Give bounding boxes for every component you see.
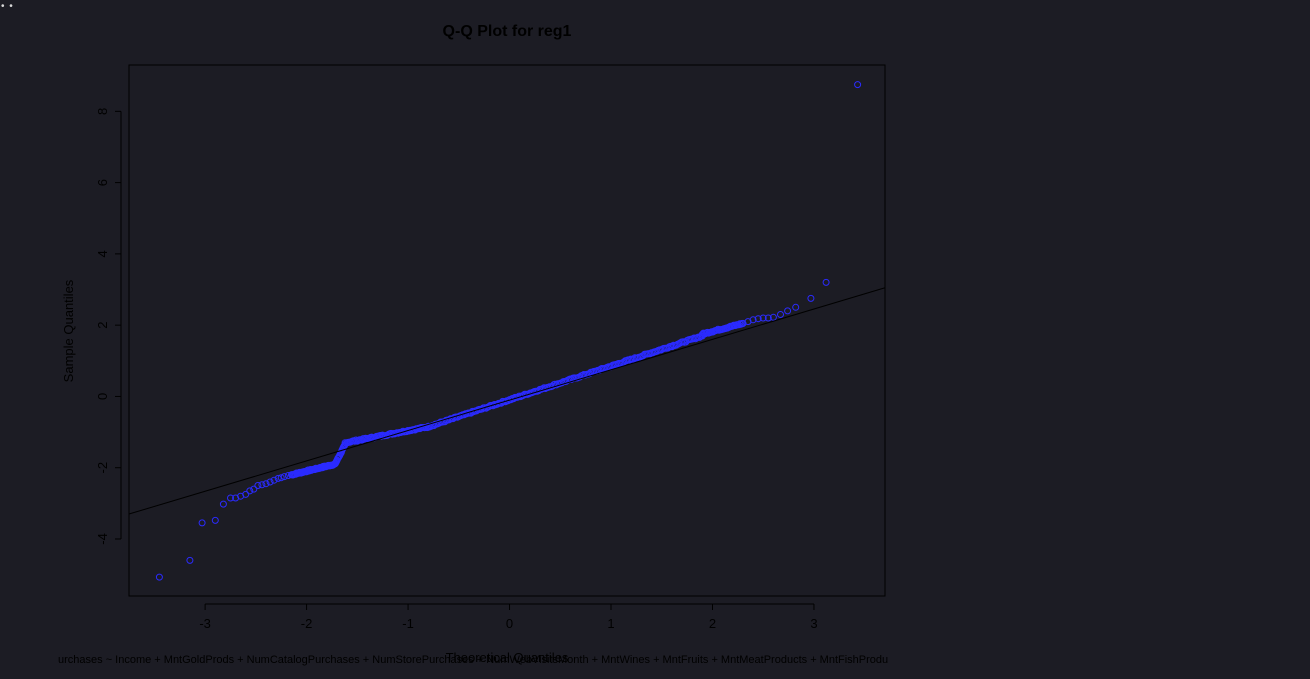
- data-point: [777, 311, 784, 318]
- data-point: [277, 474, 285, 482]
- x-tick-label: -1: [402, 616, 414, 631]
- data-point: [274, 474, 282, 482]
- chart-title: Q-Q Plot for reg1: [443, 23, 572, 40]
- y-tick-label: 2: [95, 322, 110, 329]
- data-point: [227, 494, 234, 502]
- points-layer: [155, 81, 862, 581]
- qq-reference-line: [128, 287, 886, 515]
- data-point: [807, 294, 815, 302]
- data-point: [764, 314, 772, 322]
- data-point: [266, 478, 274, 486]
- data-point: [702, 330, 709, 338]
- data-point: [258, 481, 266, 489]
- y-tick-label: 0: [95, 393, 110, 400]
- data-point: [219, 500, 227, 508]
- data-point: [186, 556, 194, 564]
- y-tick-label: 6: [95, 179, 110, 186]
- data-point: [280, 473, 288, 481]
- y-axis: -4 -2 0 2 4 6 8: [95, 108, 122, 545]
- y-tick-label: -2: [95, 462, 110, 474]
- data-point: [759, 314, 767, 322]
- x-tick-label: -2: [301, 616, 313, 631]
- x-tick-label: 1: [607, 616, 614, 631]
- data-point: [211, 516, 219, 524]
- data-point: [784, 307, 792, 315]
- plot-frame: [128, 64, 886, 597]
- y-tick-label: 8: [95, 108, 110, 115]
- data-point: [754, 315, 762, 323]
- y-axis-title: Sample Quantiles: [61, 279, 76, 382]
- data-point: [749, 316, 757, 324]
- formula-text: urchases ~ Income + MntGoldProds + NumCa…: [58, 654, 888, 666]
- data-point: [246, 487, 254, 495]
- data-point: [822, 278, 830, 286]
- data-point: [242, 490, 250, 498]
- data-point: [198, 519, 206, 527]
- y-tick-label: -4: [95, 533, 110, 545]
- data-point: [769, 313, 777, 321]
- x-tick-label: 3: [810, 616, 817, 631]
- data-point: [270, 476, 278, 484]
- data-point: [854, 81, 862, 89]
- reference-line-layer: [128, 287, 886, 515]
- window-menu-dots[interactable]: • •: [1, 1, 14, 12]
- data-point: [250, 485, 258, 493]
- x-tick-label: 2: [709, 616, 716, 631]
- x-axis: -3 -2 -1 0 1 2 3: [199, 603, 818, 631]
- x-axis-title: Theoretical Quantiles: [446, 650, 569, 665]
- x-tick-label: -3: [199, 616, 211, 631]
- x-tick-label: 0: [506, 616, 513, 631]
- data-point: [284, 472, 292, 479]
- y-tick-label: 4: [95, 250, 110, 257]
- data-point: [792, 303, 800, 311]
- data-point: [254, 482, 262, 489]
- data-point: [262, 480, 270, 488]
- data-point: [155, 573, 163, 581]
